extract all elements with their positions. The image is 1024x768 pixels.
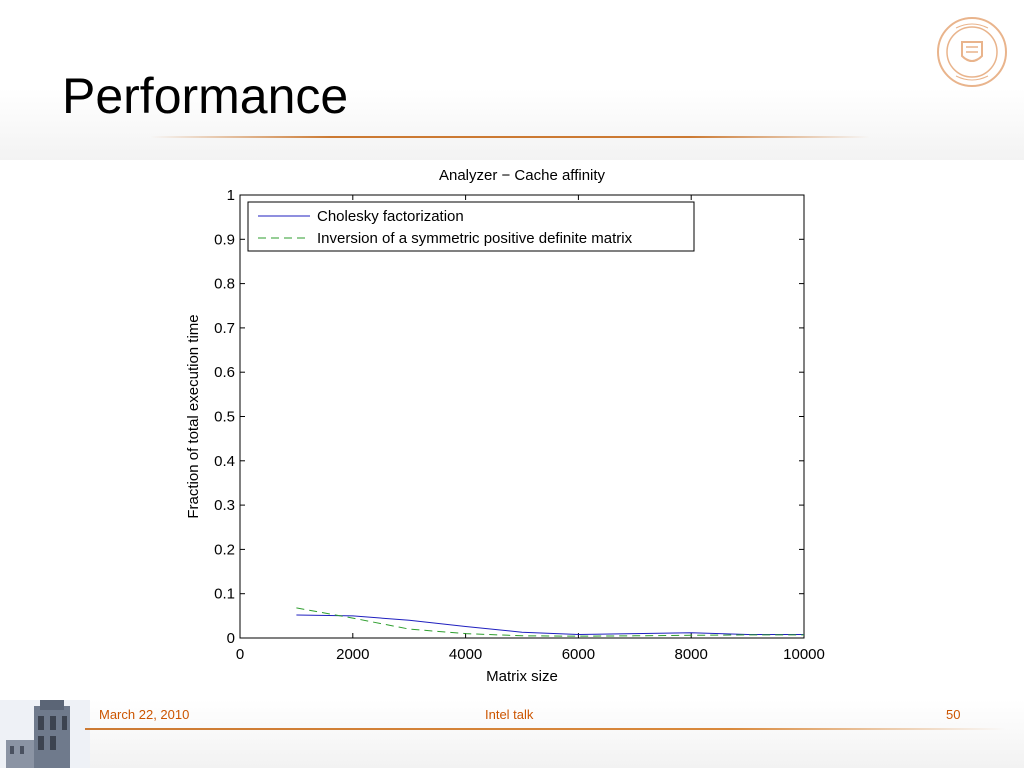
y-tick-label: 0.2 — [214, 541, 235, 558]
series-line-0 — [296, 614, 804, 636]
x-axis-label: Matrix size — [486, 668, 558, 685]
tower-image — [0, 700, 90, 768]
legend-box — [247, 201, 695, 252]
header-band — [0, 0, 1024, 160]
university-seal-icon — [937, 17, 1007, 87]
y-tick-label: 0.3 — [214, 497, 235, 514]
footer-center-text: Intel talk — [485, 707, 534, 722]
legend-label-0: Cholesky factorization — [317, 208, 464, 225]
y-tick-label: 0.4 — [214, 453, 235, 470]
cache-affinity-chart: Analyzer − Cache affinity 0 2000 4000 6000 80… — [185, 167, 825, 685]
footer-date: March 22, 2010 — [99, 707, 190, 722]
chart-title: Analyzer − Cache affinity — [439, 167, 606, 184]
slide-title: Performance — [62, 68, 349, 124]
y-tick-label: 0 — [227, 630, 235, 647]
x-tick-label: 4000 — [449, 646, 482, 663]
y-tick-label: 1 — [227, 187, 235, 204]
page-number: 50 — [946, 707, 961, 722]
y-tick-label: 0.1 — [214, 586, 235, 603]
plot-area — [239, 194, 805, 639]
legend-label-1: Inversion of a symmetric positive defini… — [317, 230, 633, 247]
y-tick-label: 0.7 — [214, 320, 235, 337]
x-tick-label: 10000 — [783, 646, 825, 663]
y-tick-label: 0.8 — [214, 276, 235, 293]
x-tick-label: 0 — [236, 646, 244, 663]
y-tick-label: 0.5 — [214, 409, 235, 426]
x-tick-label: 6000 — [562, 646, 595, 663]
y-tick-label: 0.6 — [214, 364, 235, 381]
title-divider — [150, 136, 870, 138]
footer-divider — [85, 728, 1005, 730]
y-tick-label: 0.9 — [214, 231, 235, 248]
x-tick-label: 2000 — [336, 646, 369, 663]
x-tick-label: 8000 — [675, 646, 708, 663]
y-axis-label: Fraction of total execution time — [185, 314, 202, 518]
footer-band — [0, 700, 1024, 768]
